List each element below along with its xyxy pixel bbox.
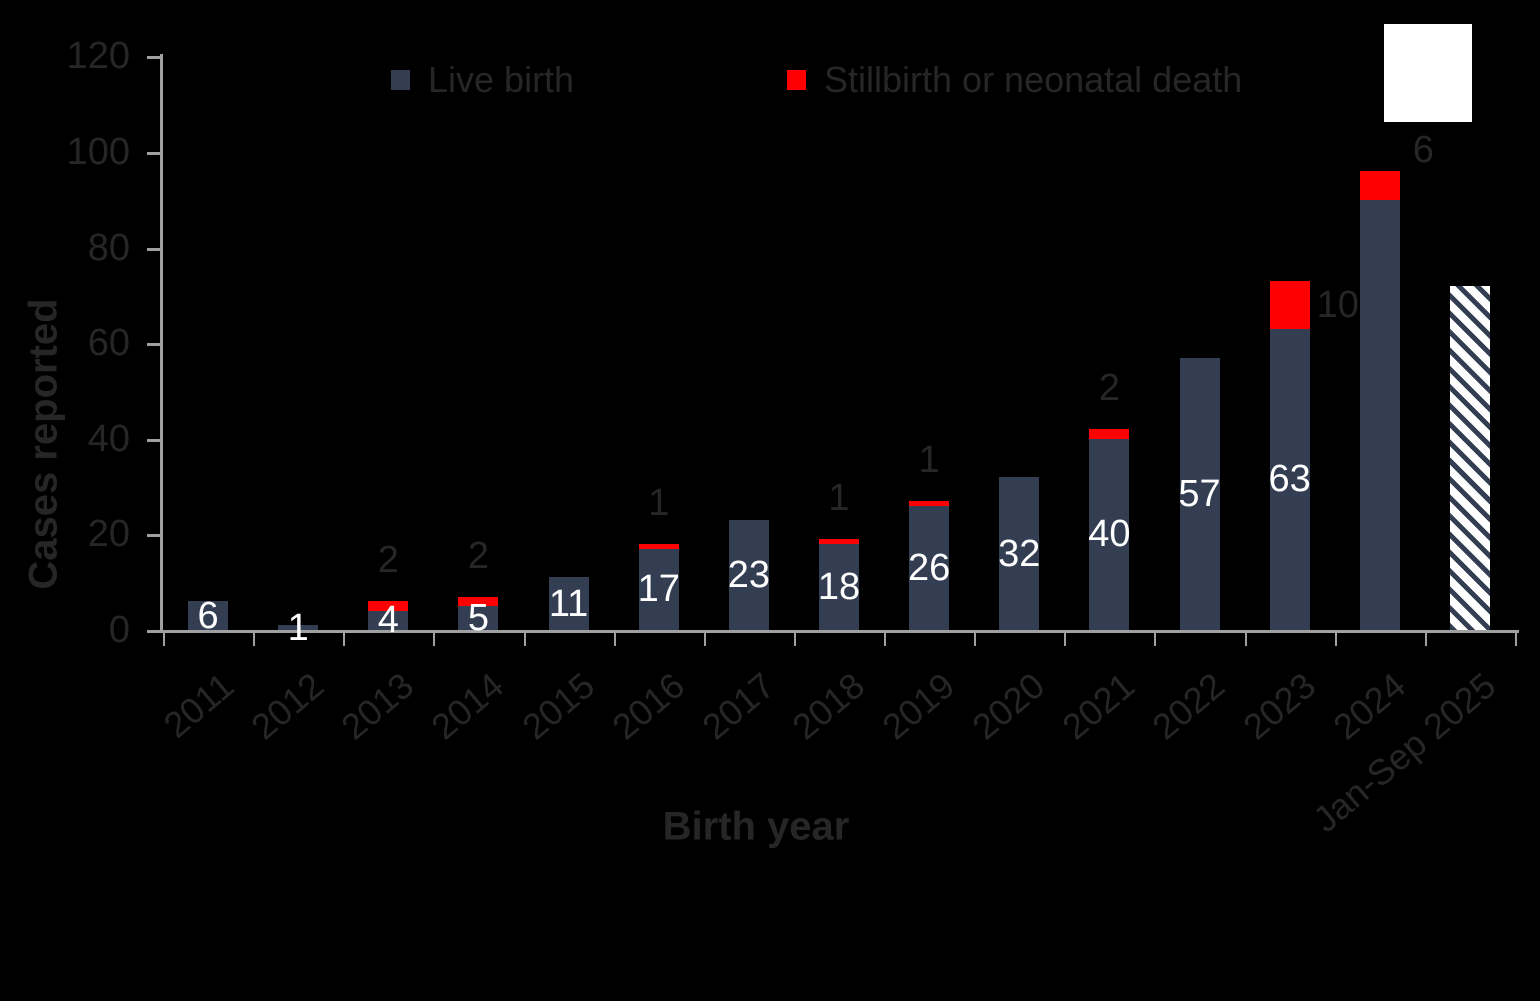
legend-item-live-birth: Live birth [391,59,575,100]
bar-value-label-2012: 1 [287,606,309,649]
bar-live-2018 [819,543,859,630]
y-tick-label: 60 [87,322,130,365]
x-tick-label-2013: 2013 [333,664,422,748]
x-tick-label-2020: 2020 [964,664,1053,748]
bar-still-2013 [368,601,409,611]
bar-still-2018 [819,539,859,544]
bar-still-2019 [909,500,950,506]
bar-live-2023 [1269,328,1310,630]
bar-live-2013 [368,610,409,630]
bar-live-2014 [458,606,499,630]
bar-live-2020 [999,477,1040,630]
bar-still-2024 [1359,171,1400,200]
stillbirth-count-label-2018: 1 [828,477,850,520]
bar-live-2022 [1179,357,1220,630]
x-tick-label-2017: 2017 [694,664,782,748]
bar-value-label-2016: 17 [637,568,680,611]
bar-live-2019 [909,505,950,630]
x-axis-tick [884,632,887,646]
x-axis-tick [793,632,796,646]
bar-value-label-2011: 6 [197,594,219,637]
y-axis-tick [147,343,161,347]
bar-live-2016 [638,548,679,630]
legend-swatch-live-birth-icon [391,70,410,90]
stillbirth-count-label-2021: 2 [1098,367,1120,410]
bar-still-2023 [1269,281,1310,329]
x-axis-tick [1244,632,1247,646]
bar-live-2015 [548,577,589,630]
bar-live-2021 [1089,438,1130,630]
x-axis-tick [613,632,616,646]
y-tick-label: 20 [87,513,130,556]
x-tick-label-2019: 2019 [874,664,963,748]
x-tick-label-2012: 2012 [243,664,332,748]
x-axis-tick [253,632,256,646]
bar-value-label-2018: 18 [817,565,861,608]
bar-value-label-2015: 11 [548,582,589,625]
y-tick-label: 0 [108,609,130,651]
x-tick-label-2016: 2016 [604,664,692,748]
bar-value-label-2019: 26 [907,546,951,589]
x-axis-tick [523,632,526,646]
x-tick-label-2011: 2011 [155,664,242,746]
bar-value-label-2020: 32 [998,532,1041,575]
bar-value-label-2017: 23 [727,554,770,597]
legend-swatch-stillbirth-icon [787,70,806,90]
bar-value-label-2023: 63 [1268,458,1311,501]
legend-label-live-birth: Live birth [428,59,575,100]
x-tick-label-2018: 2018 [784,664,873,748]
stillbirth-count-label-2023: 10 [1316,283,1359,326]
y-tick-label: 40 [87,417,130,460]
bar-hatched-jan-sep-2025 [1449,285,1490,630]
x-axis-tick [974,632,977,646]
y-axis-tick [147,534,161,538]
y-tick-label: 120 [66,35,130,78]
x-axis-tick [343,632,346,646]
bar-live-2011 [188,601,229,630]
x-tick-label-2021: 2021 [1054,664,1143,748]
y-tick-label: 100 [66,131,130,173]
bar-live-2012 [278,625,319,630]
bar-still-2014 [458,596,499,607]
stillbirth-count-label-2014: 2 [467,534,490,577]
x-axis-tick [1064,632,1067,646]
x-tick-label-2014: 2014 [423,664,512,748]
bar-value-label-2022: 57 [1178,472,1221,515]
bar-still-2016 [638,543,679,549]
stillbirth-count-label-2024: 6 [1412,129,1434,172]
x-tick-label-2023: 2023 [1235,664,1323,748]
y-axis-line [160,54,163,632]
x-axis-tick [1334,632,1337,646]
stillbirth-count-label-2019: 1 [918,438,940,481]
x-axis-title: Birth year [662,804,850,849]
bar-live-2024 [1359,199,1400,630]
bar-still-2021 [1089,429,1130,439]
x-tick-label-2015: 2015 [513,664,602,748]
bar-live-2017 [728,520,769,630]
y-axis-tick [147,56,161,60]
x-axis-tick [703,632,706,646]
bar-value-label-2013: 4 [377,599,399,642]
y-axis-tick [147,630,161,633]
y-tick-label: 80 [87,226,130,269]
stillbirth-count-label-2016: 1 [648,481,670,524]
bar-value-label-2021: 40 [1088,513,1131,556]
x-axis-tick [433,632,436,646]
bar-value-label-2014: 5 [467,597,490,640]
stillbirth-count-label-2013: 2 [377,539,399,582]
x-axis-tick [163,632,165,646]
x-axis-line [160,630,1519,633]
x-tick-label-2022: 2022 [1144,664,1233,748]
legend-item-stillbirth: Stillbirth or neonatal death [787,59,1243,100]
x-axis-tick [1515,632,1517,646]
y-axis-tick [147,152,161,155]
legend-label-stillbirth: Stillbirth or neonatal death [824,59,1243,100]
white-patch [1384,24,1472,122]
x-axis-tick [1154,632,1157,646]
y-axis-tick [147,247,161,251]
y-axis-tick [147,438,161,442]
x-axis-tick [1424,632,1427,646]
